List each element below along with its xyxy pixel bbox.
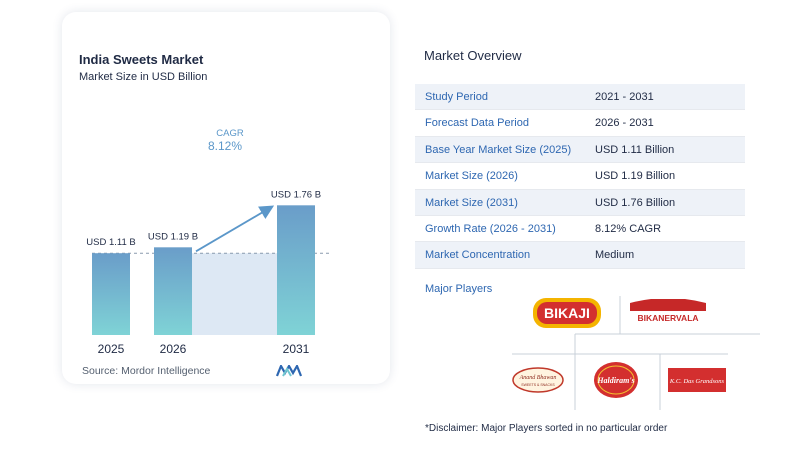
svg-text:Anand Bhawan: Anand Bhawan (519, 375, 557, 381)
bar-2031 (277, 205, 315, 335)
cagr-value: 8.12% (208, 139, 242, 153)
shaded-region (192, 253, 277, 335)
mordor-logo-icon (276, 365, 302, 377)
overview-row: Growth Rate (2026 - 2031) 8.12% CAGR (415, 216, 745, 243)
value-label: USD 1.11 B (86, 237, 135, 248)
overview-value: USD 1.11 Billion (595, 143, 675, 156)
anand-bhawan-logo-icon: Anand Bhawan SWEETS & SNACKS (512, 367, 564, 393)
overview-row: Market Concentration Medium (415, 242, 745, 269)
bar-2025 (92, 253, 130, 335)
overview-row: Forecast Data Period 2026 - 2031 (415, 110, 745, 137)
x-tick-label: 2031 (283, 342, 310, 356)
bikanervala-logo-icon: BIKANERVALA (630, 299, 706, 323)
overview-label: Market Concentration (425, 249, 531, 262)
overview-label: Forecast Data Period (425, 117, 529, 130)
kc-das-logo-icon: K.C. Das Grandsons (668, 368, 726, 392)
bikaji-logo-icon: BIKAJI (533, 298, 601, 328)
haldirams-logo-icon: Haldiram's (594, 362, 638, 398)
overview-label: Study Period (425, 91, 488, 103)
overview-value: USD 1.76 Billion (595, 196, 676, 209)
chart-subtitle: Market Size in USD Billion (79, 71, 208, 83)
bar-2026 (154, 247, 192, 335)
overview-label: Base Year Market Size (2025) (425, 143, 572, 156)
overview-value: USD 1.19 Billion (595, 170, 676, 183)
overview-value: Medium (595, 249, 635, 262)
svg-text:K.C. Das Grandsons: K.C. Das Grandsons (669, 378, 725, 385)
overview-value: 2026 - 2031 (595, 117, 654, 130)
overview-title: Market Overview (424, 48, 522, 63)
svg-text:Haldiram's: Haldiram's (596, 376, 634, 385)
overview-row: Study Period 2021 - 2031 (415, 84, 745, 111)
overview-row: Base Year Market Size (2025) USD 1.11 Bil… (415, 136, 745, 164)
overview-label: Market Size (2031) (425, 196, 518, 209)
major-players-title: Major Players (425, 283, 493, 295)
cagr-label: CAGR (216, 128, 244, 139)
svg-text:BIKANERVALA: BIKANERVALA (637, 313, 698, 323)
svg-text:BIKAJI: BIKAJI (544, 305, 590, 321)
value-label: USD 1.76 B (271, 189, 321, 200)
disclaimer-text: *Disclaimer: Major Players sorted in no … (425, 423, 668, 434)
cagr-arrow (195, 205, 275, 253)
overview-table: Study Period 2021 - 2031 Forecast Data Pe… (415, 84, 745, 269)
overview-row: Market Size (2026) USD 1.19 Billion (415, 163, 745, 190)
svg-text:SWEETS & SNACKS: SWEETS & SNACKS (521, 383, 555, 387)
value-label: USD 1.19 B (148, 231, 198, 242)
chart-title: India Sweets Market (79, 52, 204, 67)
source-text: Source: Mordor Intelligence (82, 365, 211, 377)
overview-label: Growth Rate (2026 - 2031) (425, 222, 556, 235)
overview-value: 8.12% CAGR (595, 222, 662, 235)
x-tick-label: 2025 (98, 342, 125, 356)
overview-value: 2021 - 2031 (595, 91, 654, 103)
overview-row: Market Size (2031) USD 1.76 Billion (415, 189, 745, 216)
overview-label: Market Size (2026) (425, 170, 518, 183)
x-tick-label: 2026 (160, 342, 187, 356)
bar-chart: USD 1.11 B 2025 USD 1.19 B 2026 USD 1.76 B 20… (86, 128, 329, 356)
